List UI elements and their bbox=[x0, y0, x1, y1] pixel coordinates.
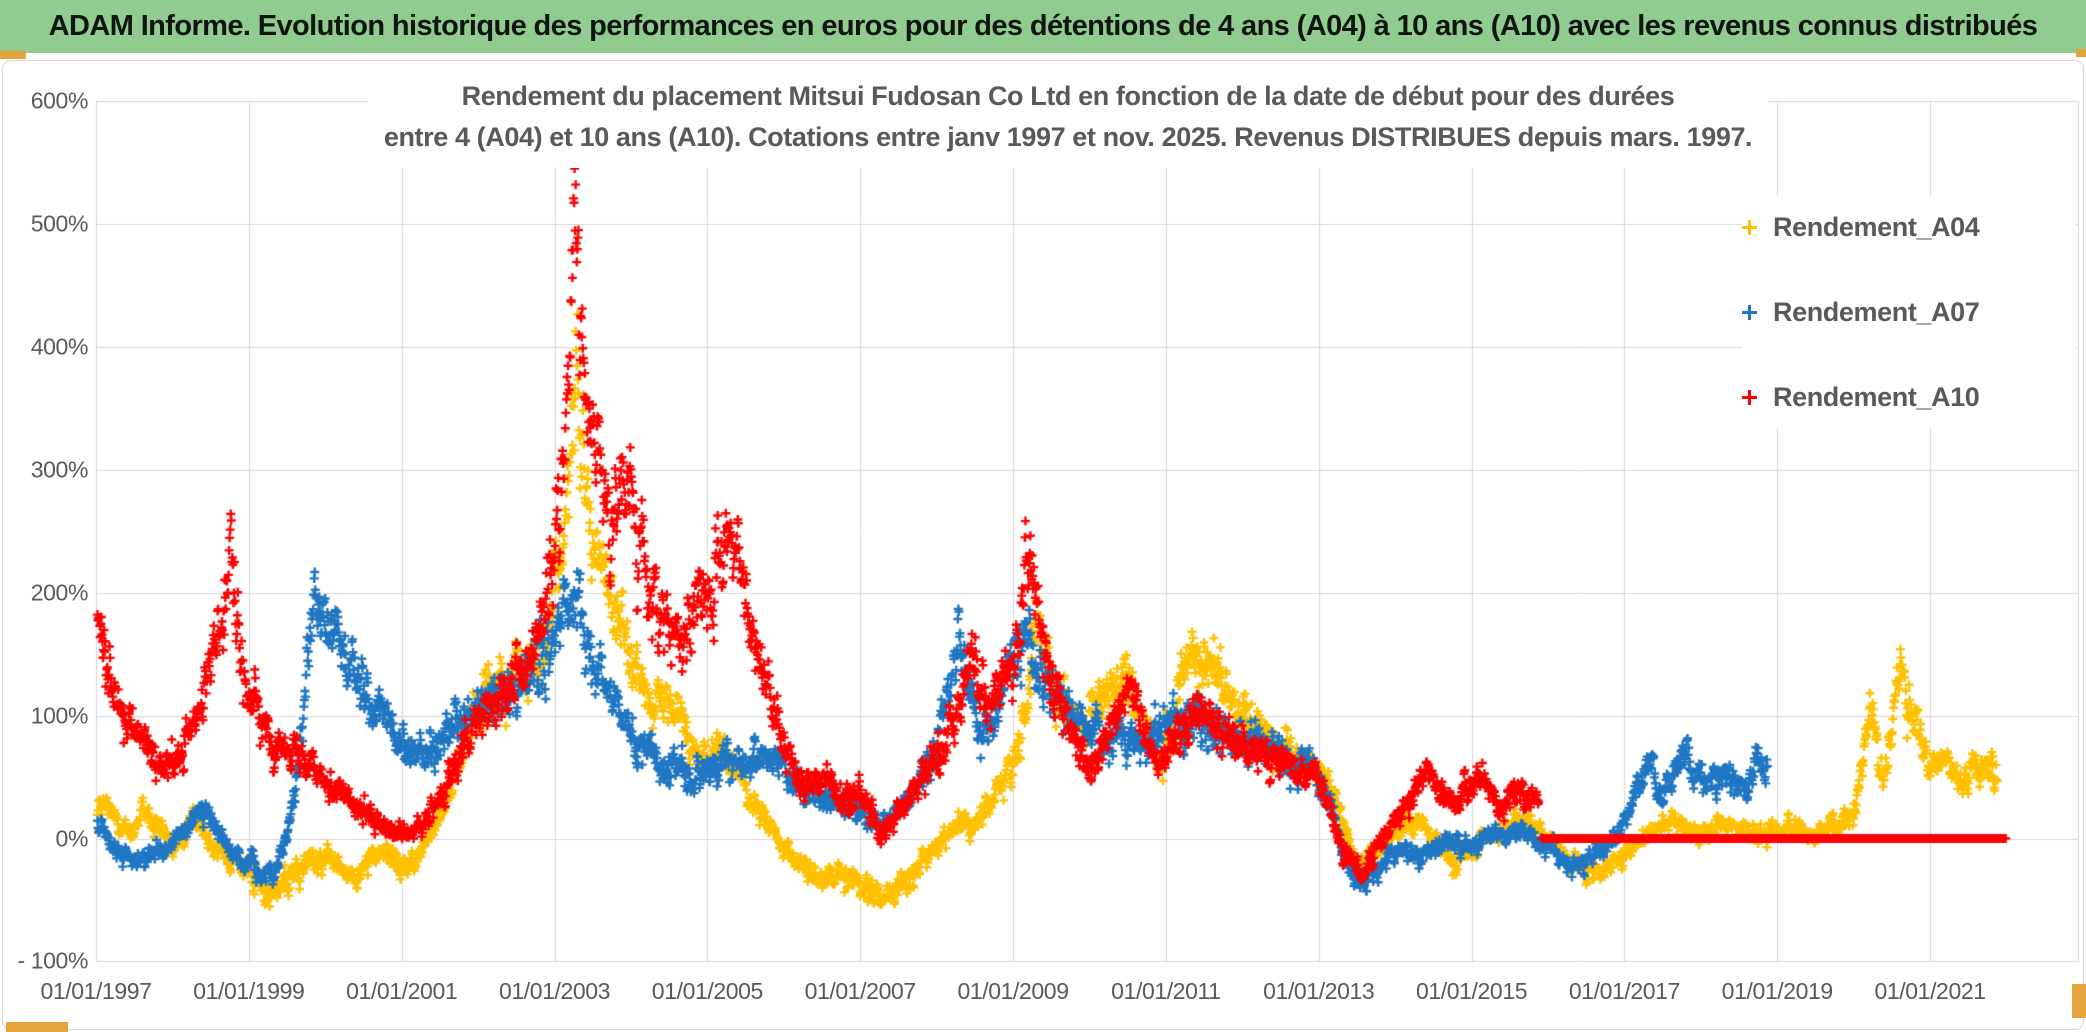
corner-accent bbox=[6, 1022, 68, 1032]
x-tick-label: 01/01/2021 bbox=[1874, 978, 1987, 1004]
chart-title: Rendement du placement Mitsui Fudosan Co… bbox=[368, 76, 1768, 168]
x-tick-label: 01/01/2017 bbox=[1568, 978, 1681, 1004]
corner-accent bbox=[0, 51, 26, 59]
corner-accent bbox=[2076, 49, 2086, 57]
x-tick-label: 01/01/2019 bbox=[1721, 978, 1834, 1004]
y-tick-label: 0% bbox=[55, 825, 89, 851]
x-tick-label: 01/01/2013 bbox=[1263, 978, 1375, 1004]
corner-accent bbox=[2072, 984, 2086, 1018]
y-tick-label: 600% bbox=[30, 87, 89, 114]
chart-title-line1: Rendement du placement Mitsui Fudosan Co… bbox=[461, 81, 1675, 111]
x-tick-label: 01/01/2005 bbox=[651, 978, 764, 1004]
x-tick-label: 01/01/2015 bbox=[1415, 978, 1528, 1004]
y-tick-label: 200% bbox=[30, 579, 89, 606]
legend-item-a10[interactable]: Rendement_A10 bbox=[1742, 372, 2076, 422]
legend-label: Rendement_A10 bbox=[1773, 381, 1980, 412]
x-tick-label: 01/01/2003 bbox=[498, 978, 611, 1004]
legend-item-a07[interactable]: Rendement_A07 bbox=[1742, 287, 2076, 337]
y-tick-label: - 100% bbox=[17, 947, 89, 974]
plus-marker-icon bbox=[1742, 219, 1757, 235]
legend: Rendement_A04 Rendement_A07 Rendement_A1… bbox=[1742, 196, 2076, 428]
x-tick-label: 01/01/2001 bbox=[346, 978, 458, 1004]
x-tick-label: 01/01/2009 bbox=[957, 978, 1069, 1004]
x-tick-label: 01/01/1997 bbox=[40, 978, 152, 1004]
legend-label: Rendement_A04 bbox=[1773, 211, 1980, 242]
y-tick-label: 300% bbox=[30, 456, 89, 483]
x-tick-label: 01/01/2011 bbox=[1111, 978, 1221, 1004]
legend-item-a04[interactable]: Rendement_A04 bbox=[1742, 202, 2076, 252]
y-tick-label: 500% bbox=[30, 210, 89, 237]
y-tick-label: 100% bbox=[30, 702, 89, 729]
plus-marker-icon bbox=[1742, 389, 1757, 405]
legend-label: Rendement_A07 bbox=[1773, 296, 1980, 327]
x-tick-label: 01/01/1999 bbox=[193, 978, 305, 1004]
y-tick-label: 400% bbox=[30, 333, 89, 360]
chart-title-line2: entre 4 (A04) et 10 ans (A10). Cotations… bbox=[383, 122, 1753, 152]
plus-marker-icon bbox=[1742, 304, 1757, 320]
x-tick-label: 01/01/2007 bbox=[804, 978, 917, 1004]
